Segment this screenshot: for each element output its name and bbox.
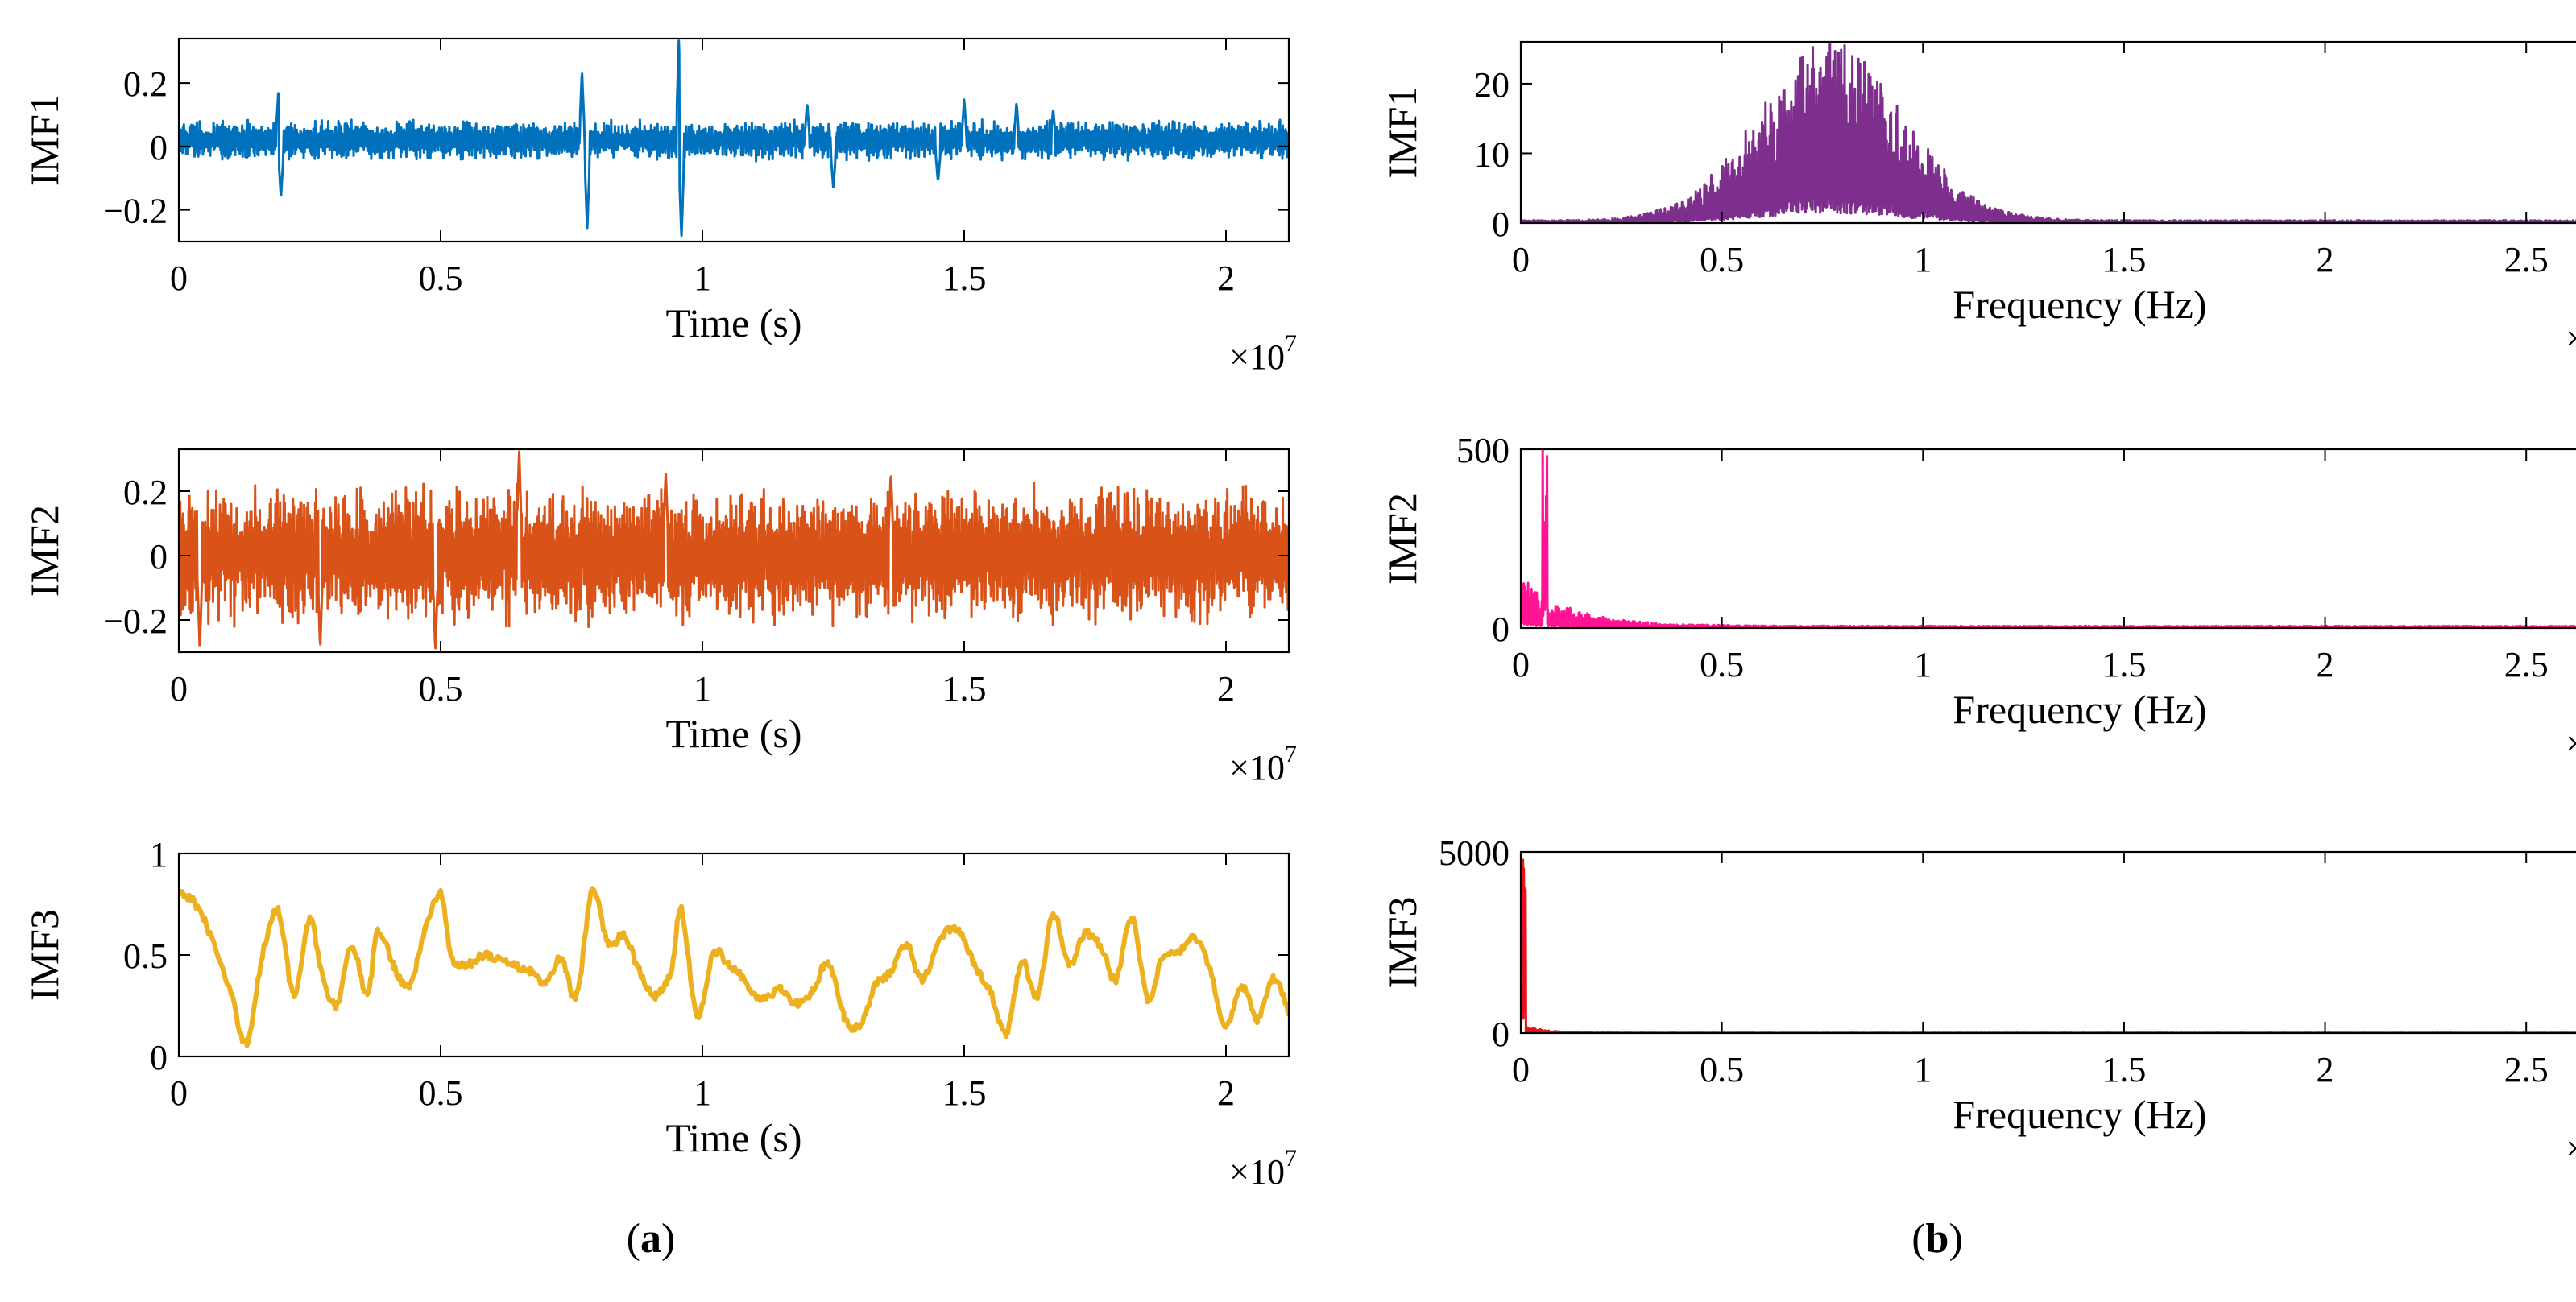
x-tick-label-a1-4: 2	[1217, 258, 1235, 298]
x-tick-label-b3-2: 1	[1914, 1050, 1932, 1089]
x-multiplier-a1: ×107	[1229, 330, 1297, 377]
y-tick-label-a2-2: −0.2	[103, 601, 168, 641]
y-axis-label-a1: IMF1	[22, 94, 67, 186]
y-tick-label-b1-0: 20	[1474, 65, 1510, 105]
x-tick-label-a2-0: 0	[170, 669, 188, 709]
x-tick-label-a1-0: 0	[170, 258, 188, 298]
x-axis-label-b3: Frequency (Hz)	[1953, 1092, 2206, 1137]
x-tick-label-b3-3: 1.5	[2102, 1050, 2146, 1089]
y-axis-label-b2: IMF2	[1380, 493, 1425, 585]
y-axis-label-b3: IMF3	[1380, 897, 1425, 989]
panel-tag-a: (a)	[627, 1216, 676, 1262]
axes-box-b3	[1519, 850, 2576, 1035]
x-tick-label-b1-5: 2.5	[2504, 240, 2549, 279]
series-line-b3	[1521, 858, 2576, 1033]
y-tick-label-b1-1: 10	[1474, 134, 1510, 174]
x-tick-label-a3-4: 2	[1217, 1073, 1235, 1113]
x-tick-label-a1-3: 1.5	[942, 258, 987, 298]
x-tick-label-b2-1: 0.5	[1700, 645, 1744, 684]
chart-b1: 0 0.5 1 1.5 2 2.5 20 10 0 Frequency (Hz) IMF1 ×10−4	[1380, 40, 2576, 358]
x-tick-label-b1-1: 0.5	[1700, 240, 1744, 279]
y-tick-label-a1-1: 0	[150, 128, 168, 167]
series-line-b1	[1521, 42, 2576, 223]
panel-tag-b: (b)	[1911, 1216, 1963, 1262]
x-tick-label-b2-2: 1	[1914, 645, 1932, 684]
x-tick-label-b3-4: 2	[2317, 1050, 2334, 1089]
x-tick-label-a1-1: 0.5	[419, 258, 463, 298]
x-tick-label-b1-0: 0	[1512, 240, 1530, 279]
x-tick-label-b2-4: 2	[2317, 645, 2334, 684]
y-tick-label-a3-1: 0.5	[123, 936, 168, 976]
y-axis-label-b1: IMF1	[1380, 87, 1425, 179]
x-tick-label-a2-1: 0.5	[419, 669, 463, 709]
x-multiplier-b1: ×10−4	[2566, 312, 2576, 358]
x-tick-label-b2-0: 0	[1512, 645, 1530, 684]
x-tick-label-a2-3: 1.5	[942, 669, 987, 709]
x-tick-label-a1-2: 1	[694, 258, 711, 298]
y-tick-label-b1-2: 0	[1492, 205, 1510, 244]
y-tick-label-a1-0: 0.2	[123, 64, 168, 104]
x-tick-label-a3-1: 0.5	[419, 1073, 463, 1113]
x-tick-label-b1-2: 1	[1914, 240, 1932, 279]
x-tick-label-b2-5: 2.5	[2504, 645, 2549, 684]
y-tick-label-b3-1: 0	[1492, 1015, 1510, 1054]
x-tick-label-a2-4: 2	[1217, 669, 1235, 709]
axes-box-b2	[1519, 448, 2576, 630]
x-tick-label-a2-2: 1	[694, 669, 711, 709]
x-tick-label-a3-3: 1.5	[942, 1073, 987, 1113]
y-tick-label-a3-2: 0	[150, 1038, 168, 1077]
x-multiplier-a2: ×107	[1229, 741, 1297, 787]
x-multiplier-b3: ×10−4	[2566, 1122, 2576, 1168]
x-tick-label-b1-4: 2	[2317, 240, 2334, 279]
x-axis-label-b2: Frequency (Hz)	[1953, 687, 2206, 732]
y-tick-label-b2-1: 0	[1492, 610, 1510, 649]
axes-box-b1	[1519, 40, 2576, 225]
chart-b3: 0 0.5 1 1.5 2 2.5 5000 0 Frequency (Hz) IMF3 ×10−4	[1380, 833, 2576, 1168]
axes-box-a1	[177, 37, 1290, 243]
series-line-b2	[1521, 449, 2576, 628]
x-tick-label-b3-5: 2.5	[2504, 1050, 2549, 1089]
series-line-a3	[179, 886, 1289, 1048]
chart-a3: 0 0.5 1 1.5 2 1 0.5 0 Time (s) IMF3 ×107	[22, 835, 1297, 1192]
series-line-a1	[179, 39, 1289, 238]
x-tick-label-b3-0: 0	[1512, 1050, 1530, 1089]
x-tick-label-b1-3: 1.5	[2102, 240, 2146, 279]
x-axis-label-a3: Time (s)	[665, 1115, 801, 1160]
y-tick-label-b2-0: 500	[1456, 431, 1510, 470]
y-axis-label-a3: IMF3	[22, 909, 67, 1001]
y-tick-label-b3-0: 5000	[1439, 833, 1510, 873]
series-line-a2	[179, 450, 1289, 650]
y-tick-label-a1-2: −0.2	[103, 192, 168, 231]
x-tick-label-b2-3: 1.5	[2102, 645, 2146, 684]
chart-b2: 0 0.5 1 1.5 2 2.5 500 0 Frequency (Hz) IMF2 ×10−4	[1380, 431, 2576, 763]
x-multiplier-b2: ×10−4	[2566, 717, 2576, 763]
x-tick-label-a3-2: 1	[694, 1073, 711, 1113]
x-axis-label-a1: Time (s)	[665, 300, 801, 345]
axes-box-a2	[177, 448, 1290, 654]
y-tick-label-a3-0: 1	[150, 835, 168, 874]
x-multiplier-a3: ×107	[1229, 1145, 1297, 1192]
y-tick-label-a2-1: 0	[150, 537, 168, 577]
y-axis-label-a2: IMF2	[22, 505, 67, 597]
x-tick-label-b3-1: 0.5	[1700, 1050, 1744, 1089]
x-axis-label-a2: Time (s)	[665, 711, 801, 756]
x-axis-label-b1: Frequency (Hz)	[1953, 282, 2206, 327]
x-tick-label-a3-0: 0	[170, 1073, 188, 1113]
y-tick-label-a2-0: 0.2	[123, 473, 168, 512]
